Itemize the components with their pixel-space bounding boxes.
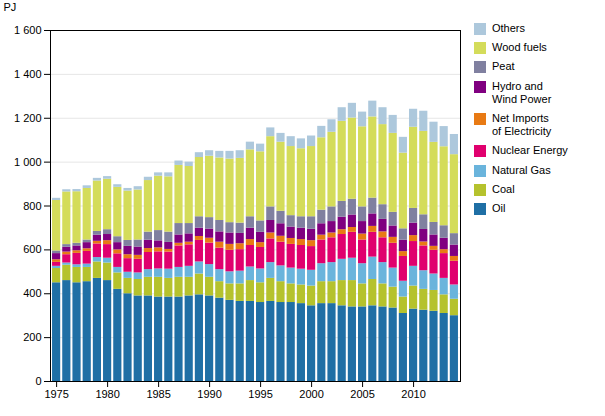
svg-text:2005: 2005: [350, 388, 374, 400]
svg-text:0: 0: [35, 375, 41, 387]
html-text:Net Imports of Electricity: Net Imports of Electricity: [492, 111, 552, 138]
html-text:Peat: Peat: [492, 60, 515, 73]
html-text:Hydro and Wind Power: Hydro and Wind Power: [492, 79, 552, 105]
html-text:Others: Others: [492, 22, 525, 34]
html-text:Oil: Oil: [492, 201, 506, 214]
svg-text:1 000: 1 000: [14, 156, 42, 168]
svg-text:800: 800: [23, 200, 41, 212]
svg-text:1 400: 1 400: [14, 68, 42, 80]
svg-text:PJ: PJ: [4, 1, 17, 13]
svg-text:1975: 1975: [44, 388, 68, 400]
svg-text:1990: 1990: [197, 388, 221, 400]
svg-text:2000: 2000: [299, 388, 323, 400]
svg-text:1 600: 1 600: [14, 24, 42, 36]
svg-text:1995: 1995: [248, 388, 272, 400]
svg-text:200: 200: [23, 331, 41, 343]
svg-text:1 200: 1 200: [14, 112, 42, 124]
html-text:Natural Gas: Natural Gas: [492, 163, 551, 176]
html-text:Wood fuels: Wood fuels: [492, 41, 547, 54]
svg-text:400: 400: [23, 287, 41, 299]
svg-text:2010: 2010: [401, 388, 425, 400]
html-text:Nuclear Energy: Nuclear Energy: [492, 144, 568, 157]
svg-text:600: 600: [23, 243, 41, 255]
html-text:Coal: Coal: [492, 182, 515, 195]
svg-text:1985: 1985: [146, 388, 170, 400]
svg-text:1980: 1980: [95, 388, 119, 400]
